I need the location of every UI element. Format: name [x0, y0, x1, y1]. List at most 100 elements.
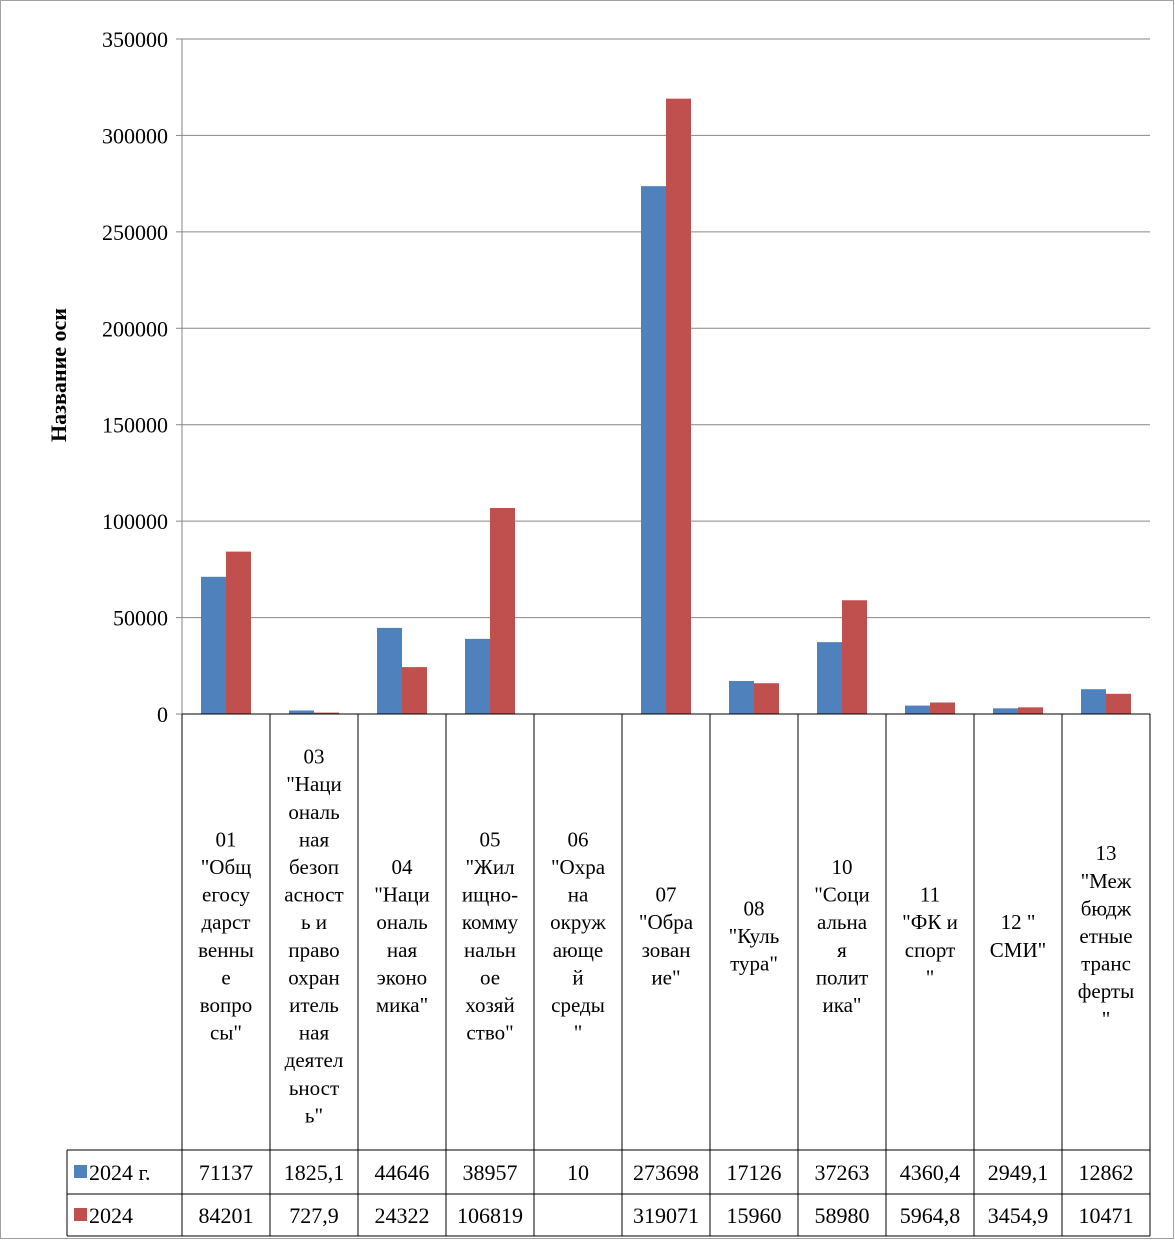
x-category-label-line: 07 [656, 883, 677, 907]
x-category-label-line: мика" [376, 993, 428, 1017]
x-category-label-line: деятел [285, 1048, 344, 1072]
y-tick-label: 100000 [102, 509, 168, 534]
bar-series1 [289, 710, 314, 714]
table-value-cell: 38957 [463, 1160, 518, 1185]
table-value-cell: 319071 [633, 1203, 699, 1228]
table-value-cell: 1825,1 [284, 1160, 345, 1185]
bar-series1 [465, 638, 490, 714]
x-category-label-line: спорт [905, 938, 955, 962]
y-tick-label: 300000 [102, 123, 168, 148]
x-category-label-line: ое [480, 965, 500, 989]
x-category-label-line: хозяй [465, 993, 514, 1017]
x-category-label-line: егосу [202, 883, 250, 907]
x-category-label-line: ная [299, 827, 330, 851]
x-category-label-line: ь" [305, 1103, 323, 1127]
x-category-label-line: окруж [550, 910, 606, 934]
x-category-label-line: ональ [376, 910, 427, 934]
x-category-label-line: "Общ [201, 855, 252, 879]
table-value-cell: 15960 [727, 1203, 782, 1228]
x-category-label-line: етные [1079, 924, 1132, 948]
bar-series1 [201, 576, 226, 714]
table-value-cell: 273698 [633, 1160, 699, 1185]
table-value-cell: 37263 [815, 1160, 870, 1185]
bar-series2 [402, 667, 427, 714]
x-category-label-line: право [288, 938, 339, 962]
x-category-label-line: на [568, 883, 589, 907]
bar-series2 [666, 98, 691, 714]
x-category-label-line: 06 [568, 827, 589, 851]
table-value-cell: 3454,9 [988, 1203, 1049, 1228]
y-tick-label: 250000 [102, 220, 168, 245]
x-category-label: 06 "Охра на окруж ающе й среды " [550, 827, 606, 1044]
x-category-label-line: " [1102, 1007, 1111, 1031]
bar-series1 [377, 627, 402, 714]
x-category-label: 13 "Меж бюдж етные транс ферты " [1078, 841, 1134, 1031]
x-category-label-line: 13 [1096, 841, 1117, 865]
x-category-label-line: ие" [651, 965, 680, 989]
table-value-cell: 24322 [375, 1203, 430, 1228]
x-category-label-line: 04 [392, 855, 414, 879]
x-category-label: 08 "Куль тура" [729, 896, 780, 975]
bar-series1 [729, 680, 754, 714]
x-category-label-line: "Меж [1081, 869, 1132, 893]
x-category-label-line: полит [816, 965, 868, 989]
x-category-label-line: ство" [466, 1021, 513, 1045]
table-value-cell: 106819 [457, 1203, 523, 1228]
x-category-label-line: асност [284, 883, 343, 907]
x-category-label: 01 "Общ егосу дарст венны е вопро сы" [198, 827, 254, 1044]
bar-series2 [842, 600, 867, 714]
bar-series1 [641, 186, 666, 714]
x-category-label-line: ь и [301, 910, 327, 934]
bars [201, 98, 1131, 714]
x-category-label-line: "Наци [286, 772, 342, 796]
table-value-cell: 58980 [815, 1203, 870, 1228]
x-category-label-line: ональ [288, 800, 339, 824]
table-value-cell: 44646 [375, 1160, 430, 1185]
x-category-label-line: итель [289, 993, 339, 1017]
x-category-label: 12 " СМИ" [990, 910, 1046, 962]
x-category-label-line: ающе [553, 938, 604, 962]
x-category-label-line: ная [299, 1021, 330, 1045]
x-category-label-line: "Обра [639, 910, 694, 934]
legend-swatch [74, 1208, 87, 1221]
x-category-label-line: "Жил [465, 855, 514, 879]
y-tick-label: 150000 [102, 413, 168, 438]
legend-swatch [74, 1165, 87, 1178]
bar-series2 [314, 712, 339, 714]
x-category-label-line: ферты [1078, 979, 1134, 1003]
y-tick-label: 350000 [102, 27, 168, 52]
x-category-label-line: бюдж [1081, 896, 1132, 920]
x-category-label: 03 "Наци ональ ная безоп асност ь и право охран и… [284, 745, 343, 1128]
x-category-label-line: нальн [464, 938, 516, 962]
x-category-label-line: " [574, 1021, 583, 1045]
table-value-cell: 727,9 [289, 1203, 339, 1228]
bar-series1 [817, 642, 842, 714]
x-category-label-line: ика" [822, 993, 861, 1017]
bar-series1 [993, 708, 1018, 714]
y-tick-label: 200000 [102, 316, 168, 341]
table-value-cell: 4360,4 [900, 1160, 961, 1185]
x-category-label-line: венны [198, 938, 254, 962]
y-tick-label: 50000 [113, 606, 168, 631]
bar-series2 [226, 551, 251, 714]
x-category-label-line: й [572, 965, 583, 989]
data-table: 01 "Общ егосу дарст венны е вопро сы" 03 "Наци она… [66, 713, 1151, 1237]
x-category-label-line: "Охра [551, 855, 606, 879]
table-value-cell: 71137 [199, 1160, 253, 1185]
x-category-label-line: ьност [289, 1076, 339, 1100]
bar-series2 [490, 507, 515, 714]
x-category-label-line: комму [462, 910, 519, 934]
x-category-label-line: 03 [304, 745, 325, 769]
x-category-label-line: "Наци [374, 883, 430, 907]
bar-series2 [930, 702, 955, 714]
x-category-label-line: "Соци [814, 883, 870, 907]
table-value-cell: 84201 [199, 1203, 254, 1228]
x-category-label-line: охран [288, 965, 340, 989]
x-category-label-line: 12 " [1001, 910, 1036, 934]
y-axis: 0 50000 100000 150000 200000 250000 300000 3500… [102, 27, 183, 727]
legend-label: 2024 г. [89, 1160, 151, 1185]
bar-series2 [1018, 707, 1043, 714]
x-category-label-line: " [926, 965, 935, 989]
x-category-label-line: эконо [377, 965, 427, 989]
